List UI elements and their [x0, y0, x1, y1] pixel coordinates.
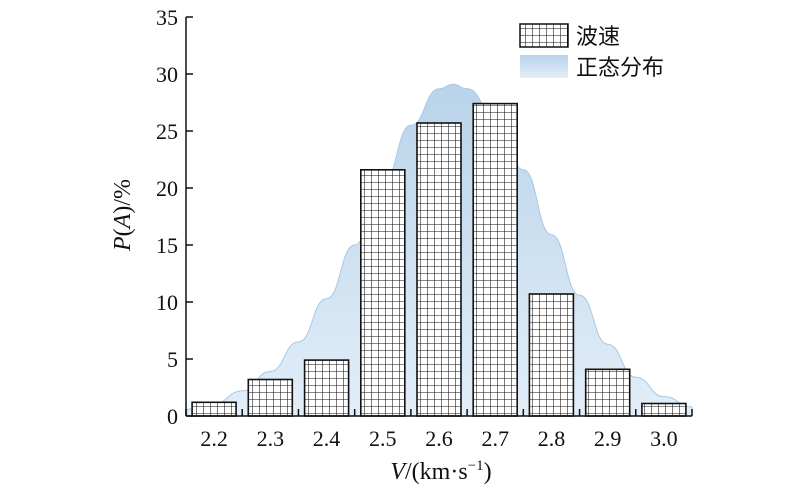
x-tick-label: 2.9: [594, 426, 622, 451]
x-axis-title-close: ): [484, 459, 492, 485]
bar-2.4: [303, 359, 350, 417]
x-tick-label: 2.3: [257, 426, 285, 451]
x-tick-label: 3.0: [650, 426, 678, 451]
y-tick-label: 0: [167, 404, 178, 429]
y-axis-title-italic2: A: [110, 213, 136, 230]
y-tick-label: 20: [156, 176, 178, 201]
x-tick-label: 2.2: [200, 426, 228, 451]
x-axis-title: V/(km·s−1): [390, 458, 491, 485]
y-axis-title-italic: P: [110, 236, 136, 252]
legend-area-swatch: [520, 55, 568, 78]
x-tick-label: 2.6: [425, 426, 453, 451]
bar-2.8: [528, 293, 575, 417]
x-tick-label: 2.4: [313, 426, 341, 451]
x-tick-label: 2.5: [369, 426, 397, 451]
legend: 波速 正态分布: [519, 23, 664, 81]
legend-bar-label: 波速: [576, 25, 620, 50]
y-axis-title-rest: )/%: [110, 179, 136, 214]
y-tick-label: 30: [156, 62, 178, 87]
y-tick-label: 10: [156, 290, 178, 315]
bar-2.2: [191, 401, 237, 417]
y-axis-title-open: (: [110, 228, 136, 236]
bar-2.7: [472, 102, 519, 417]
bars-layer: [191, 102, 687, 417]
y-tick-label: 15: [156, 233, 178, 258]
x-axis-title-italic: V: [390, 459, 407, 485]
legend-bar-swatch: [519, 23, 569, 48]
y-tick-label: 35: [156, 5, 178, 30]
x-tick-label: 2.8: [538, 426, 566, 451]
y-tick-label: 25: [156, 119, 178, 144]
x-tick-label: 2.7: [481, 426, 509, 451]
bar-2.3: [247, 378, 294, 417]
axes-layer: 0 5 10 15 20 25 30 35 2.2 2.3 2.4 2.5 2.6 2.7 2.8 2.9 3.…: [156, 5, 693, 451]
legend-area-label: 正态分布: [576, 56, 664, 81]
y-axis-title: P(A)/%: [110, 179, 136, 252]
bar-3.0: [641, 402, 687, 417]
bar-2.9: [584, 368, 631, 417]
x-axis-title-superscript: −1: [468, 458, 484, 474]
y-tick-label: 5: [167, 347, 178, 372]
bar-2.5: [359, 169, 406, 417]
bar-2.6: [416, 122, 462, 417]
x-axis-title-rest: /(km·s: [405, 459, 468, 485]
